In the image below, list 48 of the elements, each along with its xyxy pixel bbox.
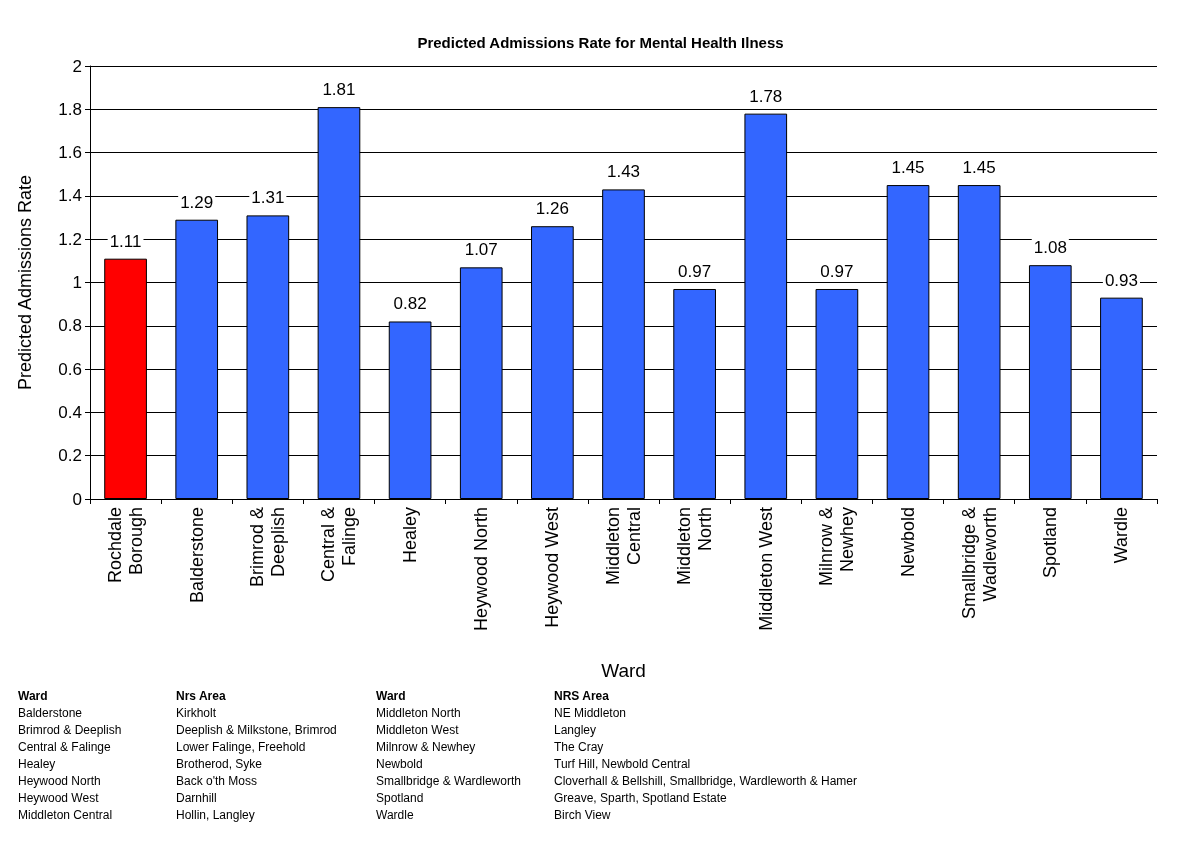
y-tick-label: 1.4	[58, 186, 82, 206]
y-tick-label: 2	[72, 56, 82, 76]
y-tick-label: 0	[72, 489, 82, 509]
x-tick-label: Balderstone	[186, 507, 207, 604]
x-tick-label: Smallbridge & Wadleworth	[958, 507, 1000, 620]
x-tick-label: Heywood West	[542, 507, 563, 628]
data-label: 1.29	[180, 192, 214, 212]
text: Nrs Area Kirkholt Deeplish & Milkstone, Brimrod Lower Falinge, Freehold Brotherod, Syke Back o'th Moss Darnhill Hollin, Langley	[176, 689, 337, 822]
x-tick-label: Brimrod & Deeplish	[247, 507, 289, 588]
data-label: 1.26	[535, 199, 569, 219]
x-tick-label: Middleton North	[674, 507, 716, 586]
x-tick-label: Middleton Central	[603, 507, 644, 586]
x-tick-label: Newbold	[898, 507, 919, 578]
data-label: 1.45	[962, 158, 996, 178]
y-tick-label: 1.6	[58, 143, 82, 163]
x-tick-label: Central & Falinge	[318, 507, 360, 583]
y-axis-title: Predicted Admissions Rate	[15, 174, 35, 391]
x-tick-label: Middleton West	[755, 507, 776, 631]
x-axis-title: Ward	[601, 660, 646, 681]
chart-title: Predicted Admissions Rate for Mental Health Ilness	[417, 34, 784, 51]
y-tick-label: 0.2	[58, 446, 82, 466]
x-tick-label: Spotland	[1040, 507, 1061, 579]
data-label: 1.45	[891, 158, 925, 178]
y-tick-label: 1	[72, 273, 82, 292]
y-tick-label: 0.6	[58, 359, 82, 379]
data-label: 0.82	[393, 294, 427, 314]
data-label: 0.93	[1104, 270, 1138, 290]
x-tick-label: Healey	[400, 507, 421, 564]
data-label: 0.97	[678, 261, 712, 281]
y-tick-label: 0.4	[58, 402, 82, 422]
y-tick-label: 1.2	[58, 229, 82, 249]
data-label: 1.78	[749, 86, 783, 106]
data-label: 1.07	[464, 240, 498, 260]
text: NRS Area NE Middleton Langley The Cray Turf Hill, Newbold Central Cloverhall & Bellshill, Smallbridge, Wardleworth & Hamer Greave, Sparth, Spotland Estate Birch View	[554, 689, 857, 822]
x-tick-label: Rochdale Borough	[105, 507, 147, 584]
x-tick-label: Milnrow & Newhey	[816, 507, 858, 587]
data-label: 1.08	[1033, 238, 1067, 258]
data-label: 1.81	[322, 80, 356, 100]
data-label: 1.11	[109, 231, 142, 251]
x-tick-label: Wardle	[1111, 507, 1132, 564]
y-tick-label: 0.8	[58, 316, 82, 336]
text: Ward Balderstone Brimrod & Deeplish Central & Falinge Healey Heywood North Heywood West Middleton Central	[18, 689, 122, 822]
data-label: 1.31	[251, 188, 285, 208]
data-label: 1.43	[606, 162, 641, 182]
x-tick-label: Heywood North	[471, 507, 492, 632]
text: Ward Middleton North Middleton West Milnrow & Newhey Newbold Smallbridge & Wardleworth Spotland Wardle	[376, 689, 521, 822]
data-label: 0.97	[820, 261, 854, 281]
y-tick-label: 1.8	[58, 99, 82, 119]
